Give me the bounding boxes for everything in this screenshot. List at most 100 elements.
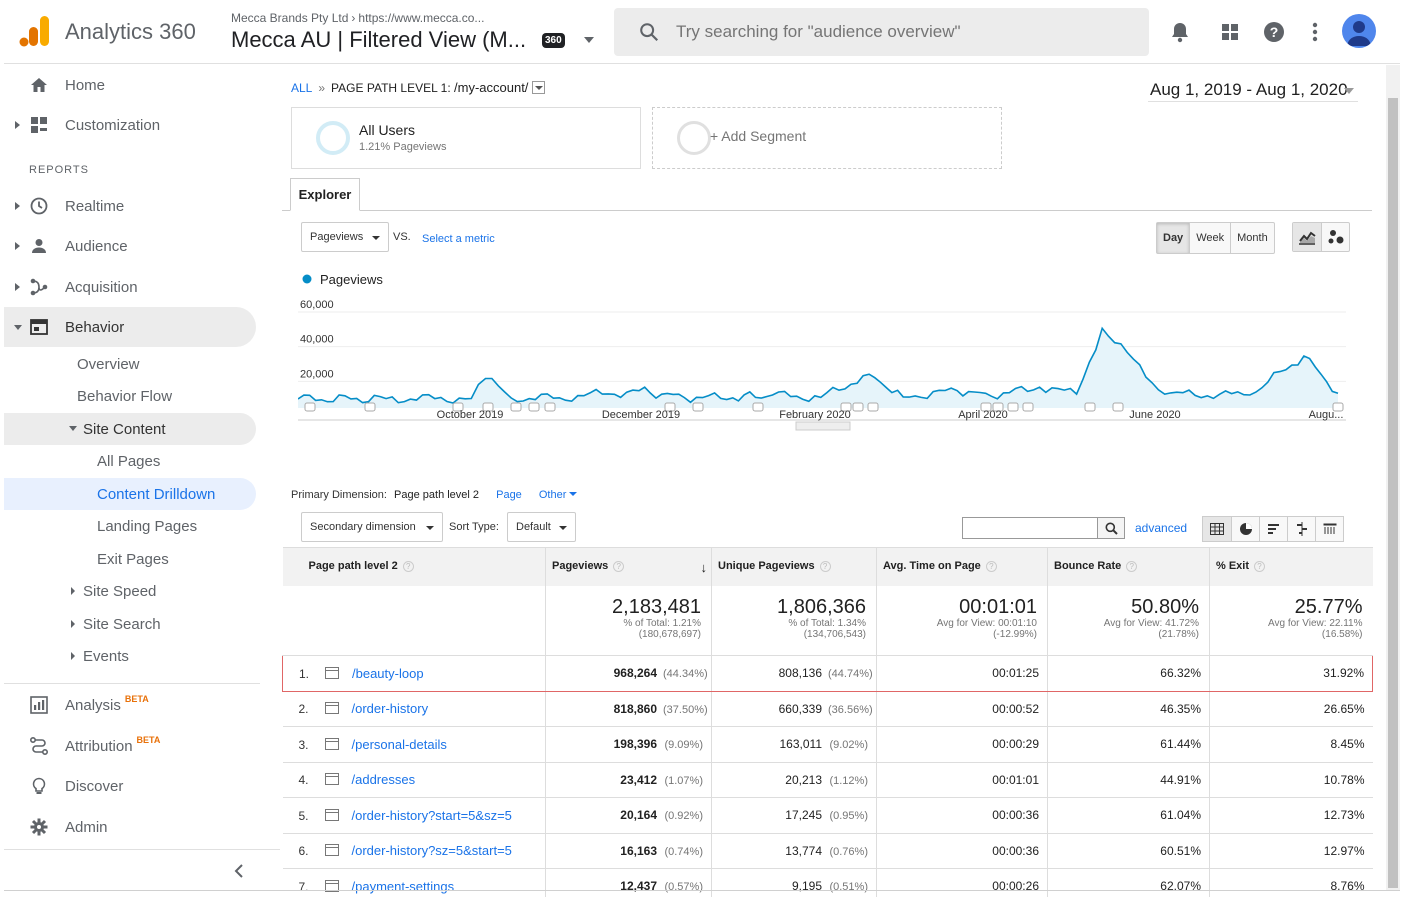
table-row[interactable]: 5. /order-history?start=5&sz=5 20,164 (0.9… (282, 797, 1373, 834)
sidebar-item-overview[interactable]: Overview (4, 348, 256, 380)
page-window-icon[interactable] (324, 879, 339, 892)
chevron-down-icon[interactable] (584, 37, 594, 43)
sidebar-item-site-speed[interactable]: Site Speed (4, 575, 256, 607)
sidebar-item-events[interactable]: Events (4, 640, 256, 672)
col-header-exit[interactable]: % Exit? (1209, 547, 1373, 586)
avatar[interactable] (1342, 14, 1376, 48)
col-header-unique-pageviews[interactable]: Unique Pageviews? (711, 547, 877, 586)
collapse-sidebar-chevron-left-icon[interactable] (230, 861, 250, 881)
page-path-link[interactable]: /order-history?sz=5&start=5 (351, 843, 512, 859)
chart-annotations[interactable] (304, 402, 1344, 431)
sidebar-item-acquisition[interactable]: Acquisition (4, 267, 256, 307)
sidebar-item-customization[interactable]: Customization (4, 105, 256, 145)
page-path-link[interactable]: /personal-details (351, 736, 447, 752)
col-header-page-path[interactable]: Page path level 2? (282, 547, 546, 586)
sidebar-item-landing-pages[interactable]: Landing Pages (4, 510, 256, 542)
pageviews-line-chart[interactable]: Pageviews 60,000 40,000 20,000 October 201… (298, 270, 1354, 466)
help-question-icon[interactable]: ? (819, 561, 831, 572)
sidebar-item-realtime[interactable]: Realtime (4, 186, 256, 226)
sidebar-item-home[interactable]: Home (4, 65, 256, 105)
exit-value: 8.45% (1330, 737, 1365, 752)
sidebar-item-behavior[interactable]: Behavior (4, 307, 256, 347)
help-question-icon[interactable]: ? (613, 561, 625, 572)
account-breadcrumb[interactable]: Mecca Brands Pty Ltd › https://www.mecca.c… (231, 11, 484, 25)
primary-dimension-page-link[interactable]: Page (496, 489, 522, 501)
granularity-month-button[interactable]: Month (1230, 223, 1274, 253)
table-filter-search-button[interactable] (1098, 517, 1125, 539)
segment-card-all-users[interactable]: All Users 1.21% Pageviews (291, 107, 641, 169)
page-path-link[interactable]: /order-history (351, 701, 429, 717)
help-question-icon[interactable]: ? (985, 561, 997, 572)
sidebar-item-analysis[interactable]: Analysis BETA (4, 685, 256, 725)
performance-bar-view-icon[interactable] (1259, 517, 1287, 541)
advanced-filter-link[interactable]: advanced (1135, 521, 1188, 535)
col-header-bounce-rate[interactable]: Bounce Rate? (1047, 547, 1210, 586)
select-metric-link[interactable]: Select a metric (422, 233, 495, 245)
pageviews-cell: 818,860 (37.50%) (545, 691, 712, 727)
scrollbar-thumb[interactable] (1388, 98, 1398, 888)
table-row[interactable]: 4. /addresses 23,412 (1.07%) 20,213 (1.12%)… (282, 762, 1373, 798)
sidebar-item-label: Discover (65, 777, 124, 795)
page-window-icon[interactable] (324, 737, 339, 750)
data-table-view-icon[interactable] (1203, 517, 1231, 541)
sidebar-item-content-drilldown[interactable]: Content Drilldown (4, 478, 256, 510)
sidebar-item-site-search[interactable]: Site Search (4, 608, 256, 640)
page-window-icon[interactable] (324, 844, 339, 857)
more-vert-icon[interactable] (1303, 20, 1327, 44)
pie-chart-view-icon[interactable] (1231, 517, 1259, 541)
sidebar-item-site-content[interactable]: Site Content (4, 413, 256, 445)
secondary-dimension-select[interactable]: Secondary dimension (301, 512, 443, 542)
add-segment-button[interactable]: + Add Segment (652, 107, 1002, 169)
chevron-down-icon[interactable] (1344, 88, 1354, 94)
page-path-link[interactable]: /payment-settings (351, 878, 455, 894)
tab-explorer[interactable]: Explorer (290, 178, 360, 211)
sidebar-item-behavior-flow[interactable]: Behavior Flow (4, 380, 256, 412)
page-window-icon[interactable] (324, 773, 339, 786)
table-row[interactable]: 6. /order-history?sz=5&start=5 16,163 (0.7… (282, 833, 1373, 869)
page-window-icon[interactable] (324, 702, 339, 715)
line-chart-icon[interactable] (1293, 223, 1321, 251)
row-number: 2. (298, 702, 309, 717)
date-range-picker[interactable]: Aug 1, 2019 - Aug 1, 2020 (1150, 80, 1348, 99)
granularity-day-button[interactable]: Day (1157, 223, 1190, 253)
page-window-icon[interactable] (324, 808, 339, 821)
help-question-icon[interactable]: ? (1126, 561, 1138, 572)
search-bar[interactable] (614, 8, 1149, 56)
help-icon[interactable]: ? (1262, 20, 1286, 44)
breadcrumb-dropdown-icon[interactable] (532, 81, 546, 94)
analytics-logo-icon[interactable] (18, 14, 52, 48)
help-question-icon[interactable]: ? (1254, 561, 1266, 572)
page-path-link[interactable]: /order-history?start=5&sz=5 (351, 807, 512, 823)
metric-select[interactable]: Pageviews (301, 222, 389, 252)
totals-subtext: Avg for View: 41.72% (1103, 617, 1199, 629)
search-input[interactable] (676, 20, 1136, 44)
sidebar-item-exit-pages[interactable]: Exit Pages (4, 543, 256, 575)
apps-grid-icon[interactable] (1218, 20, 1242, 44)
primary-dimension-other-link[interactable]: Other (538, 489, 567, 501)
sort-type-select[interactable]: Default (507, 512, 576, 542)
table-row[interactable]: 7. /payment-settings 12,437 (0.57%) 9,195 (… (282, 868, 1373, 897)
page-path-link[interactable]: /addresses (351, 772, 416, 788)
page-path-link[interactable]: /beauty-loop (352, 665, 424, 681)
sidebar-item-all-pages[interactable]: All Pages (4, 445, 256, 477)
sidebar-item-attribution[interactable]: Attribution BETA (4, 726, 256, 766)
sort-desc-arrow-icon[interactable]: ↓ (700, 560, 708, 575)
term-cloud-pivot-view-icon[interactable] (1315, 517, 1343, 541)
table-row[interactable]: 2. /order-history 818,860 (37.50%) 660,339… (282, 691, 1373, 727)
page-window-icon[interactable] (325, 666, 339, 679)
notifications-bell-icon[interactable] (1168, 20, 1192, 44)
breadcrumb-all-link[interactable]: ALL (291, 81, 313, 95)
sidebar-item-audience[interactable]: Audience (4, 226, 256, 266)
col-header-avg-time[interactable]: Avg. Time on Page? (876, 547, 1048, 586)
sidebar-item-admin[interactable]: Admin (4, 807, 256, 847)
help-question-icon[interactable]: ? (402, 561, 414, 572)
table-filter-input[interactable] (962, 517, 1098, 539)
table-row[interactable]: 3. /personal-details 198,396 (9.09%) 163,0… (282, 726, 1373, 763)
granularity-week-button[interactable]: Week (1189, 223, 1230, 253)
col-header-pageviews[interactable]: Pageviews? ↓ (545, 547, 712, 586)
motion-chart-bubbles-icon[interactable] (1321, 223, 1349, 251)
table-row[interactable]: 1. /beauty-loop 968,264 (44.34%) 808,136 (4… (282, 655, 1373, 692)
view-selector[interactable]: Mecca AU | Filtered View (M... (231, 27, 527, 52)
sidebar-item-discover[interactable]: Discover (4, 766, 256, 806)
comparison-view-icon[interactable] (1287, 517, 1315, 541)
